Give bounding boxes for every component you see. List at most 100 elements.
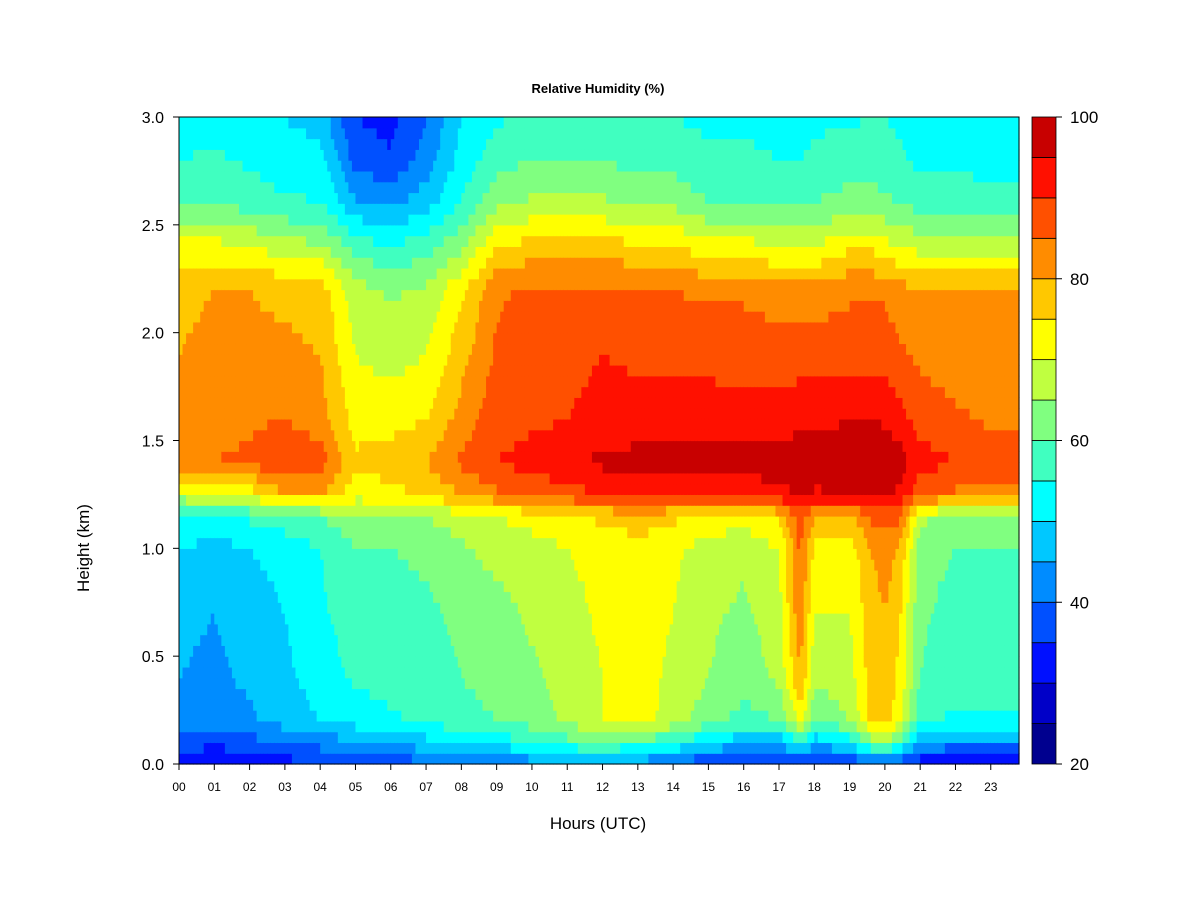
heatmap-cell (309, 160, 314, 172)
heatmap-cell (323, 408, 328, 420)
heatmap-cell (186, 634, 191, 646)
heatmap-cell (196, 332, 201, 345)
heatmap-cell (267, 138, 272, 150)
heatmap-cell (210, 742, 215, 754)
heatmap-cell (260, 343, 265, 355)
heatmap-cell (260, 548, 265, 560)
heatmap-cell (450, 289, 455, 301)
heatmap-cell (383, 300, 388, 312)
heatmap-cell (464, 677, 470, 690)
heatmap-cell (337, 548, 342, 560)
heatmap-cell (246, 354, 251, 366)
heatmap-cell (422, 289, 427, 301)
heatmap-cell (235, 224, 240, 237)
heatmap-cell (327, 149, 332, 161)
heatmap-cell (295, 472, 300, 485)
heatmap-cell (394, 267, 399, 280)
heatmap-cell (203, 623, 208, 636)
heatmap-cell (426, 656, 431, 668)
heatmap-cell (429, 645, 434, 657)
heatmap-cell (306, 170, 311, 183)
heatmap-cell (260, 192, 265, 204)
heatmap-cell (196, 138, 201, 150)
heatmap-cell (288, 451, 293, 463)
heatmap-cell (383, 138, 388, 150)
heatmap-cell (390, 602, 395, 614)
heatmap-cell (277, 138, 282, 150)
heatmap-cell (426, 753, 431, 765)
heatmap-cell (224, 645, 230, 657)
heatmap-cell (214, 149, 219, 161)
heatmap-cell (306, 246, 311, 258)
heatmap-cell (277, 160, 282, 172)
heatmap-cell (387, 742, 392, 754)
heatmap-cell (341, 710, 346, 722)
heatmap-cell (383, 354, 388, 366)
heatmap-cell (327, 418, 332, 431)
heatmap-cell (221, 418, 226, 431)
heatmap-cell (397, 311, 402, 323)
heatmap-cell (306, 386, 311, 398)
heatmap-cell (239, 688, 244, 700)
heatmap-cell (281, 634, 286, 646)
heatmap-cell (394, 720, 399, 733)
heatmap-cell (359, 666, 364, 679)
heatmap-cell (306, 214, 311, 226)
heatmap-cell (404, 548, 410, 560)
heatmap-cell (348, 149, 353, 161)
heatmap-cell (231, 311, 237, 323)
heatmap-cell (429, 300, 434, 312)
heatmap-cell (284, 548, 290, 560)
heatmap-cell (274, 397, 279, 409)
heatmap-cell (355, 311, 360, 323)
heatmap-cell (411, 246, 417, 258)
heatmap-cell (231, 602, 237, 614)
heatmap-cell (277, 656, 282, 668)
heatmap-cell (419, 138, 424, 150)
heatmap-cell (362, 613, 367, 625)
heatmap-cell (351, 203, 357, 215)
heatmap-cell (376, 332, 381, 345)
heatmap-cell (419, 580, 424, 593)
heatmap-cell (422, 214, 427, 226)
heatmap-cell (440, 138, 445, 150)
heatmap-cell (323, 742, 328, 754)
heatmap-cell (429, 699, 434, 711)
heatmap-cell (277, 192, 282, 204)
heatmap-cell (203, 321, 208, 334)
heatmap-cell (411, 472, 417, 485)
heatmap-cell (344, 623, 350, 636)
heatmap-cell (224, 440, 230, 452)
heatmap-cell (224, 537, 230, 549)
heatmap-cell (253, 117, 258, 129)
heatmap-cell (253, 634, 258, 646)
heatmap-cell (369, 580, 374, 593)
heatmap-cell (422, 170, 427, 183)
heatmap-cell (189, 418, 194, 431)
heatmap-cell (408, 181, 413, 194)
heatmap-cell (355, 181, 360, 194)
heatmap-cell (436, 289, 441, 301)
heatmap-cell (224, 710, 230, 722)
heatmap-cell (408, 300, 413, 312)
heatmap-cell (217, 397, 222, 409)
heatmap-cell (344, 257, 350, 269)
heatmap-cell (256, 731, 261, 744)
heatmap-cell (341, 181, 346, 194)
heatmap-cell (281, 257, 286, 269)
heatmap-cell (390, 613, 395, 625)
heatmap-cell (366, 666, 371, 679)
heatmap-cell (387, 613, 392, 625)
heatmap-cell (246, 386, 251, 398)
heatmap-cell (341, 203, 346, 215)
heatmap-cell (193, 311, 198, 323)
heatmap-cell (380, 408, 385, 420)
heatmap-cell (433, 656, 438, 668)
heatmap-cell (443, 397, 448, 409)
heatmap-cell (369, 181, 374, 194)
heatmap-cell (419, 688, 424, 700)
heatmap-cell (457, 559, 462, 571)
heatmap-cell (454, 214, 459, 226)
heatmap-cell (309, 429, 314, 442)
heatmap-cell (348, 203, 353, 215)
